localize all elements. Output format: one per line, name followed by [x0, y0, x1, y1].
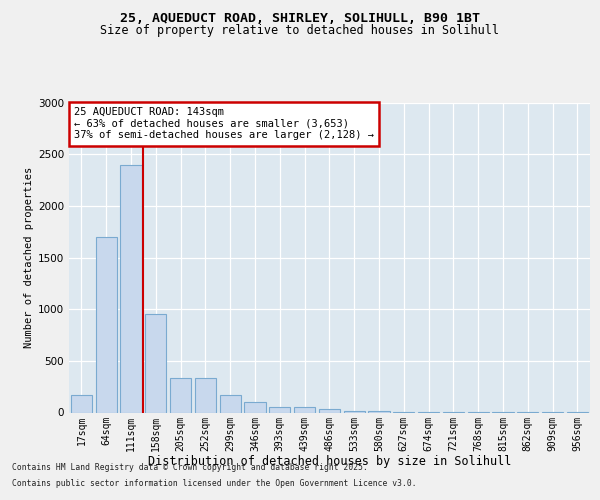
Bar [294, 408, 315, 412]
Bar [269, 408, 290, 412]
Bar [319, 410, 340, 412]
Bar [95, 237, 117, 412]
Text: 25, AQUEDUCT ROAD, SHIRLEY, SOLIHULL, B90 1BT: 25, AQUEDUCT ROAD, SHIRLEY, SOLIHULL, B9… [120, 12, 480, 26]
X-axis label: Distribution of detached houses by size in Solihull: Distribution of detached houses by size … [148, 454, 511, 468]
Bar [220, 396, 241, 412]
Bar [145, 314, 166, 412]
Text: Size of property relative to detached houses in Solihull: Size of property relative to detached ho… [101, 24, 499, 37]
Bar [195, 378, 216, 412]
Bar [71, 395, 92, 412]
Bar [244, 402, 266, 412]
Text: Contains HM Land Registry data © Crown copyright and database right 2025.: Contains HM Land Registry data © Crown c… [12, 464, 368, 472]
Bar [170, 378, 191, 412]
Bar [121, 164, 142, 412]
Y-axis label: Number of detached properties: Number of detached properties [24, 167, 34, 348]
Text: Contains public sector information licensed under the Open Government Licence v3: Contains public sector information licen… [12, 478, 416, 488]
Text: 25 AQUEDUCT ROAD: 143sqm
← 63% of detached houses are smaller (3,653)
37% of sem: 25 AQUEDUCT ROAD: 143sqm ← 63% of detach… [74, 107, 374, 140]
